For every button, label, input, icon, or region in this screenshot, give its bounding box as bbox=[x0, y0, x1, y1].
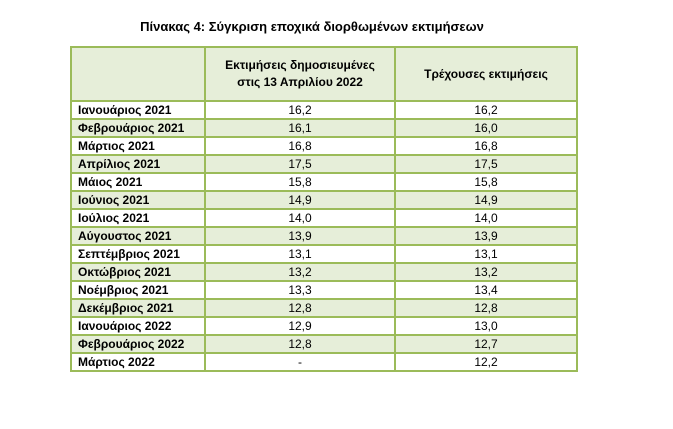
header-published: Εκτιμήσεις δημοσιευμένες στις 13 Απριλίο… bbox=[204, 46, 396, 102]
table-row: Μάιος 2021 15,8 15,8 bbox=[70, 172, 578, 192]
row-label: Ιανουάριος 2021 bbox=[70, 100, 206, 120]
table-header-row: Εκτιμήσεις δημοσιευμένες στις 13 Απριλίο… bbox=[70, 46, 578, 102]
published-value: 12,8 bbox=[204, 334, 396, 354]
current-value: 12,8 bbox=[394, 298, 578, 318]
current-value: 14,0 bbox=[394, 208, 578, 228]
published-value: - bbox=[204, 352, 396, 372]
current-value: 16,8 bbox=[394, 136, 578, 156]
published-value: 16,2 bbox=[204, 100, 396, 120]
current-value: 13,2 bbox=[394, 262, 578, 282]
published-value: 14,9 bbox=[204, 190, 396, 210]
header-empty bbox=[70, 46, 206, 102]
table-row: Σεπτέμβριος 2021 13,1 13,1 bbox=[70, 244, 578, 264]
table-row: Οκτώβριος 2021 13,2 13,2 bbox=[70, 262, 578, 282]
row-label: Αύγουστος 2021 bbox=[70, 226, 206, 246]
table-row: Δεκέμβριος 2021 12,8 12,8 bbox=[70, 298, 578, 318]
current-value: 17,5 bbox=[394, 154, 578, 174]
table-row: Μάρτιος 2022-12,2 bbox=[70, 352, 578, 372]
current-value: 12,7 bbox=[394, 334, 578, 354]
row-label: Απρίλιος 2021 bbox=[70, 154, 206, 174]
table-row: Ιούνιος 2021 14,9 14,9 bbox=[70, 190, 578, 210]
row-label: Σεπτέμβριος 2021 bbox=[70, 244, 206, 264]
current-value: 16,0 bbox=[394, 118, 578, 138]
row-label: Μάρτιος 2022 bbox=[70, 352, 206, 372]
published-value: 17,5 bbox=[204, 154, 396, 174]
table-row: Νοέμβριος 2021 13,3 13,4 bbox=[70, 280, 578, 300]
table-row: Αύγουστος 2021 13,9 13,9 bbox=[70, 226, 578, 246]
header-current: Τρέχουσες εκτιμήσεις bbox=[394, 46, 578, 102]
table-row: Ιούλιος 2021 14,0 14,0 bbox=[70, 208, 578, 228]
row-label: Φεβρουάριος 2022 bbox=[70, 334, 206, 354]
table-row: Ιανουάριος 2022 12,9 13,0 bbox=[70, 316, 578, 336]
current-value: 14,9 bbox=[394, 190, 578, 210]
published-value: 15,8 bbox=[204, 172, 396, 192]
current-value: 13,1 bbox=[394, 244, 578, 264]
row-label: Ιανουάριος 2022 bbox=[70, 316, 206, 336]
published-value: 16,8 bbox=[204, 136, 396, 156]
current-value: 13,0 bbox=[394, 316, 578, 336]
table-row: Απρίλιος 2021 17,5 17,5 bbox=[70, 154, 578, 174]
table-title: Πίνακας 4: Σύγκριση εποχικά διορθωμένων … bbox=[140, 19, 484, 34]
row-label: Μάρτιος 2021 bbox=[70, 136, 206, 156]
table-row: Φεβρουάριος 2022 12,8 12,7 bbox=[70, 334, 578, 354]
published-value: 12,9 bbox=[204, 316, 396, 336]
row-label: Φεβρουάριος 2021 bbox=[70, 118, 206, 138]
published-value: 13,9 bbox=[204, 226, 396, 246]
table-row: Μάρτιος 2021 16,8 16,8 bbox=[70, 136, 578, 156]
published-value: 12,8 bbox=[204, 298, 396, 318]
current-value: 13,9 bbox=[394, 226, 578, 246]
current-value: 15,8 bbox=[394, 172, 578, 192]
published-value: 13,3 bbox=[204, 280, 396, 300]
current-value: 16,2 bbox=[394, 100, 578, 120]
current-value: 12,2 bbox=[394, 352, 578, 372]
comparison-table: Εκτιμήσεις δημοσιευμένες στις 13 Απριλίο… bbox=[70, 46, 578, 372]
published-value: 13,2 bbox=[204, 262, 396, 282]
row-label: Οκτώβριος 2021 bbox=[70, 262, 206, 282]
row-label: Ιούνιος 2021 bbox=[70, 190, 206, 210]
row-label: Νοέμβριος 2021 bbox=[70, 280, 206, 300]
row-label: Ιούλιος 2021 bbox=[70, 208, 206, 228]
row-label: Μάιος 2021 bbox=[70, 172, 206, 192]
row-label: Δεκέμβριος 2021 bbox=[70, 298, 206, 318]
published-value: 16,1 bbox=[204, 118, 396, 138]
published-value: 13,1 bbox=[204, 244, 396, 264]
current-value: 13,4 bbox=[394, 280, 578, 300]
table-row: Φεβρουάριος 2021 16,1 16,0 bbox=[70, 118, 578, 138]
table-row: Ιανουάριος 2021 16,2 16,2 bbox=[70, 100, 578, 120]
published-value: 14,0 bbox=[204, 208, 396, 228]
